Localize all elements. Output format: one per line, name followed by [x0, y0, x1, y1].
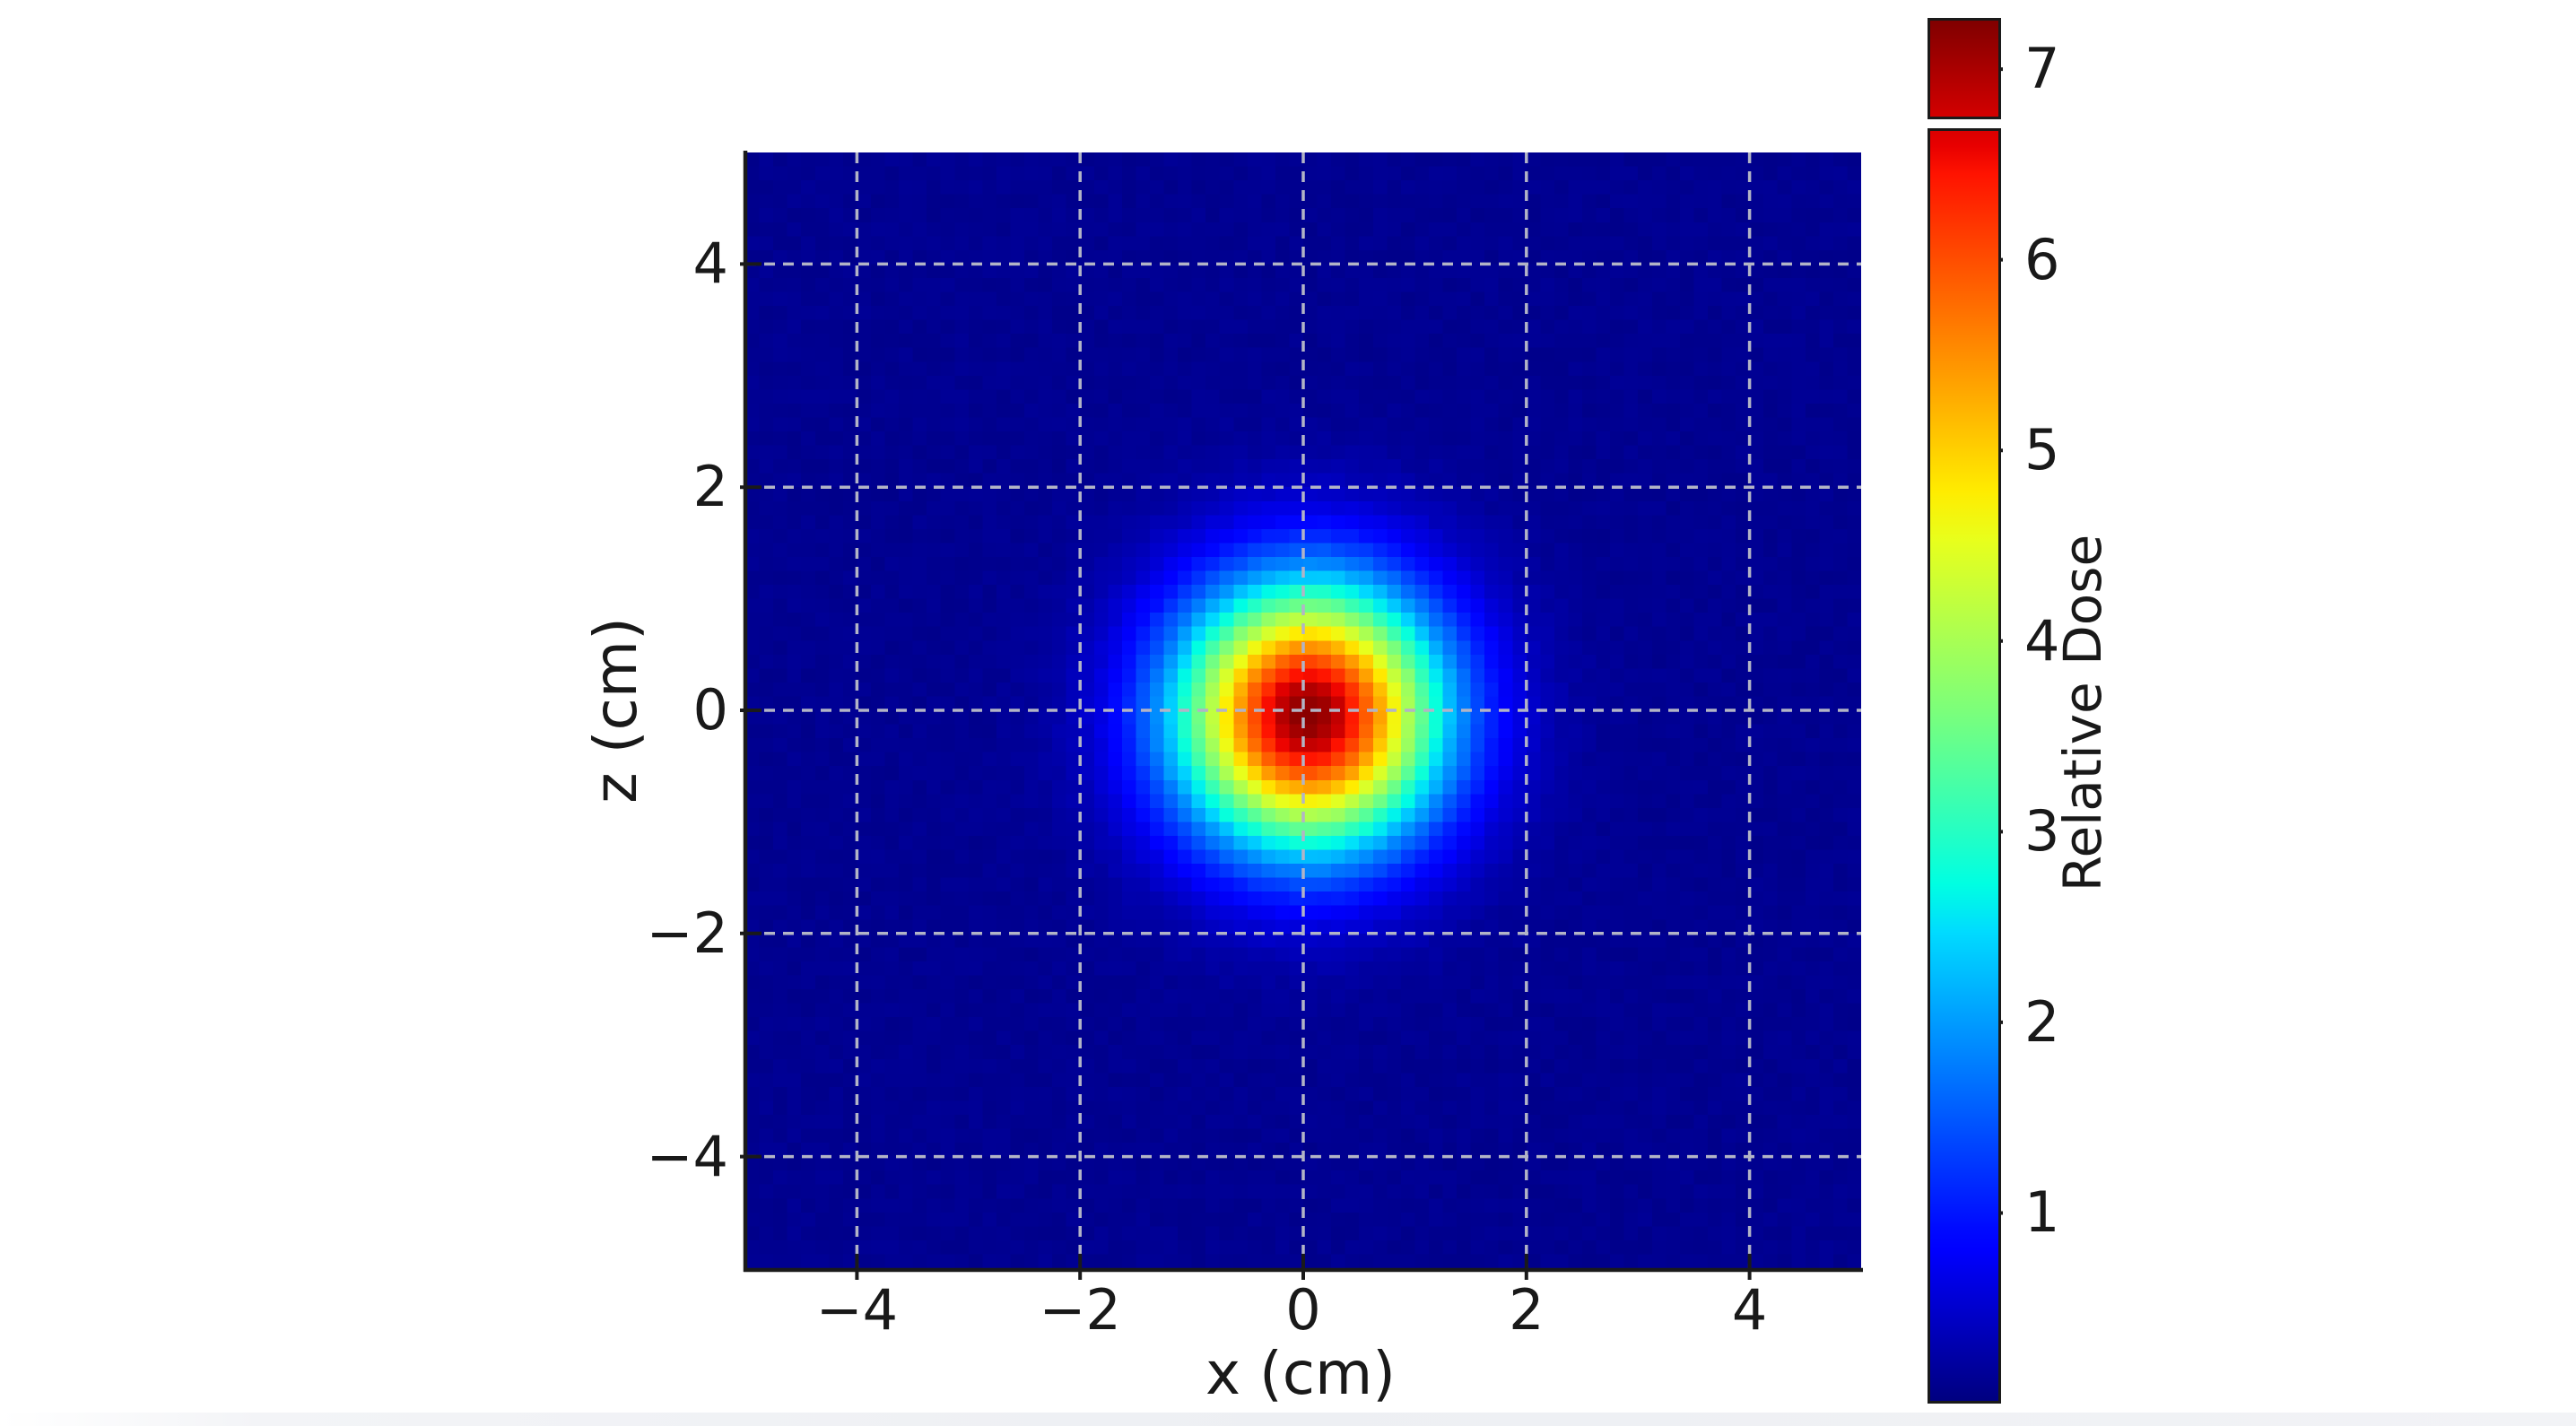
heatmap-canvas — [745, 152, 1861, 1268]
y-tick-label: −2 — [646, 900, 728, 966]
colorbar-tick-label: 4 — [2024, 607, 2060, 674]
bottom-edge-strip — [0, 1413, 2576, 1426]
colorbar-tick-label: 5 — [2024, 417, 2060, 483]
x-axis-label: x (cm) — [1205, 1339, 1397, 1408]
colorbar-tick-label: 6 — [2024, 226, 2060, 292]
colorbar-tick-label: 3 — [2024, 798, 2060, 865]
x-tick-label: −2 — [1039, 1277, 1121, 1343]
colorbar-tick-label: 7 — [2024, 36, 2060, 102]
colorbar-tick-label: 2 — [2024, 988, 2060, 1055]
colorbar-extend-block — [1928, 18, 2001, 119]
y-tick-label: 2 — [692, 454, 728, 520]
x-tick-label: 2 — [1509, 1277, 1545, 1343]
x-tick-label: −4 — [815, 1277, 899, 1343]
y-tick-label: 4 — [692, 230, 728, 297]
colorbar-label: Relative Dose — [2052, 534, 2113, 892]
colorbar-tick-label: 1 — [2024, 1179, 2060, 1246]
y-axis-label: z (cm) — [581, 617, 650, 804]
x-tick-label: 0 — [1285, 1277, 1321, 1343]
y-tick-label: 0 — [692, 677, 728, 743]
x-tick-label: 4 — [1731, 1277, 1768, 1343]
colorbar-main-bar — [1928, 128, 2001, 1404]
y-tick-label: −4 — [646, 1123, 728, 1189]
